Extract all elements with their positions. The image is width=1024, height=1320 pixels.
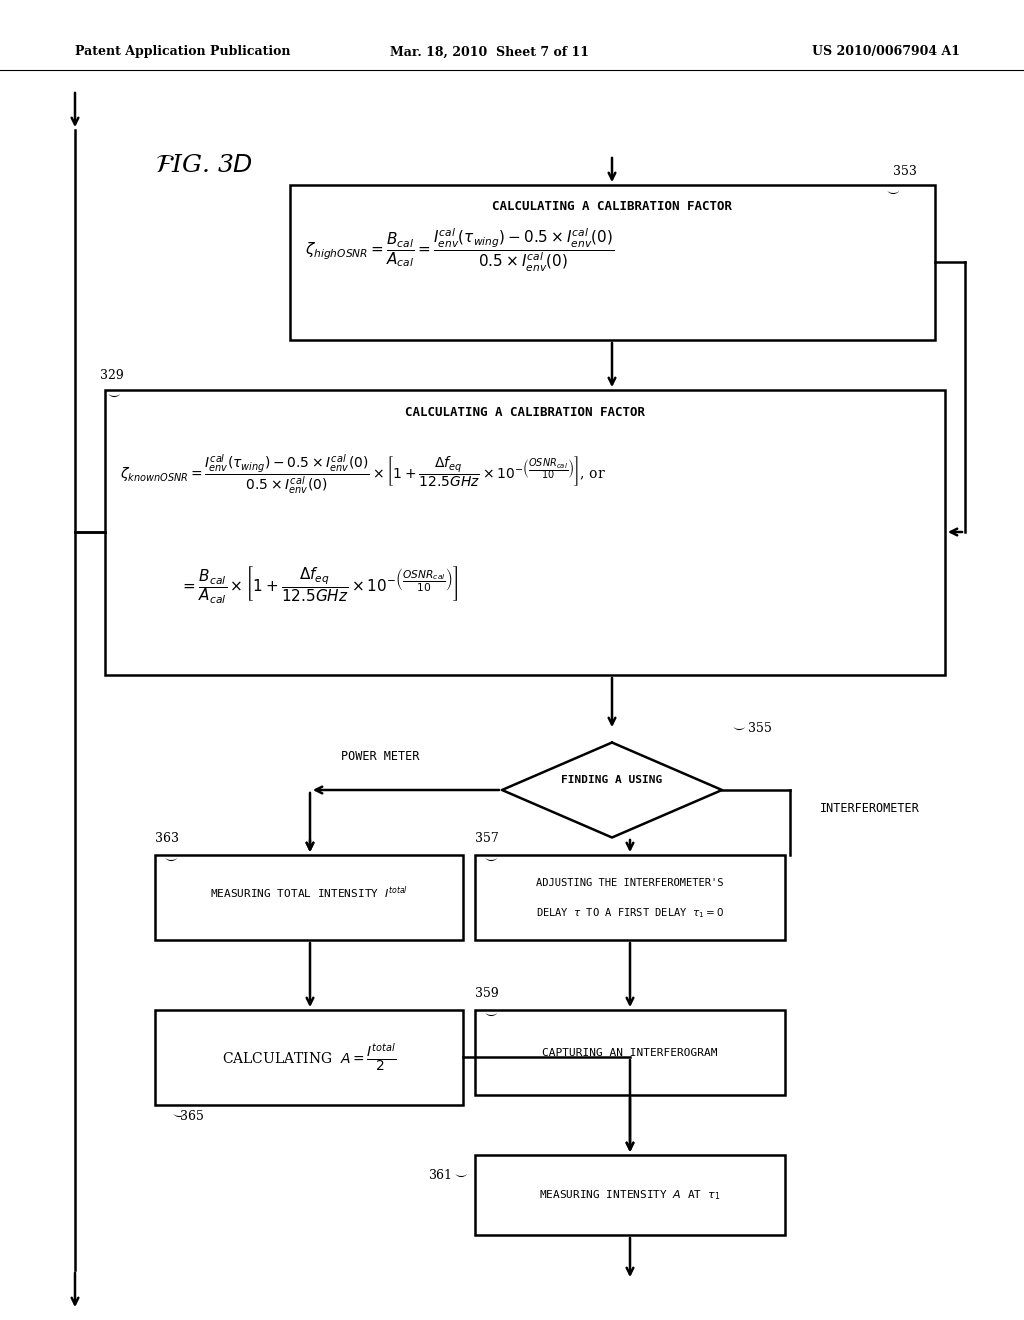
Text: DELAY $\tau$ TO A FIRST DELAY $\tau_1 =0$: DELAY $\tau$ TO A FIRST DELAY $\tau_1 =0… [536,906,724,920]
Text: POWER METER: POWER METER [341,750,419,763]
Text: $\mathcal{F}$IG. 3$\mathit{D}$: $\mathcal{F}$IG. 3$\mathit{D}$ [155,153,253,177]
Text: 363: 363 [155,832,179,845]
Polygon shape [502,742,722,837]
Bar [475,855,785,940]
Text: $\smile$355: $\smile$355 [730,721,772,734]
Bar [475,1155,785,1236]
Text: $\smile$: $\smile$ [482,851,499,865]
Text: FINDING A USING: FINDING A USING [561,775,663,785]
Text: US 2010/0067904 A1: US 2010/0067904 A1 [812,45,961,58]
Bar [105,389,945,675]
Text: MEASURING TOTAL INTENSITY $I^{total}$: MEASURING TOTAL INTENSITY $I^{total}$ [210,884,408,900]
Text: Mar. 18, 2010  Sheet 7 of 11: Mar. 18, 2010 Sheet 7 of 11 [390,45,590,58]
Text: CAPTURING AN INTERFEROGRAM: CAPTURING AN INTERFEROGRAM [543,1048,718,1057]
Text: $\zeta_{highOSNR} = \dfrac{B_{cal}}{A_{cal}} = \dfrac{I^{cal}_{env}(\tau_{wing}): $\zeta_{highOSNR} = \dfrac{B_{cal}}{A_{c… [305,226,614,273]
Bar [290,185,935,341]
Text: $= \dfrac{B_{cal}}{A_{cal}} \times \left[1+\dfrac{\Delta f_{eq}}{12.5GHz} \times: $= \dfrac{B_{cal}}{A_{cal}} \times \left… [180,564,459,606]
Bar [155,855,463,940]
Text: 365: 365 [180,1110,204,1123]
Text: CALCULATING  $A = \dfrac{I^{total}}{2}$: CALCULATING $A = \dfrac{I^{total}}{2}$ [222,1041,396,1073]
Bar [475,1010,785,1096]
Bar [155,1010,463,1105]
Text: $\smile$: $\smile$ [162,851,178,865]
Text: INTERFEROMETER: INTERFEROMETER [820,801,920,814]
Text: 357: 357 [475,832,499,845]
Text: $\zeta_{knownOSNR} = \dfrac{I^{cal}_{env}(\tau_{wing})-0.5 \times I^{cal}_{env}(: $\zeta_{knownOSNR} = \dfrac{I^{cal}_{env… [120,453,606,498]
Text: Patent Application Publication: Patent Application Publication [75,45,291,58]
Text: 361$\smile$: 361$\smile$ [428,1168,468,1181]
Text: $\smile$: $\smile$ [105,388,122,401]
Text: $\smile$: $\smile$ [170,1107,186,1121]
Text: ADJUSTING THE INTERFEROMETER'S: ADJUSTING THE INTERFEROMETER'S [537,878,724,888]
Text: $\smile$: $\smile$ [884,185,900,198]
Text: 353: 353 [893,165,916,178]
Text: CALCULATING A CALIBRATION FACTOR: CALCULATING A CALIBRATION FACTOR [406,405,645,418]
Text: $\smile$: $\smile$ [482,1007,499,1020]
Text: MEASURING INTENSITY $A$ AT $\tau_1$: MEASURING INTENSITY $A$ AT $\tau_1$ [540,1188,721,1203]
Text: 359: 359 [475,987,499,1001]
Text: 329: 329 [100,370,124,381]
Text: CALCULATING A CALIBRATION FACTOR: CALCULATING A CALIBRATION FACTOR [493,201,732,214]
